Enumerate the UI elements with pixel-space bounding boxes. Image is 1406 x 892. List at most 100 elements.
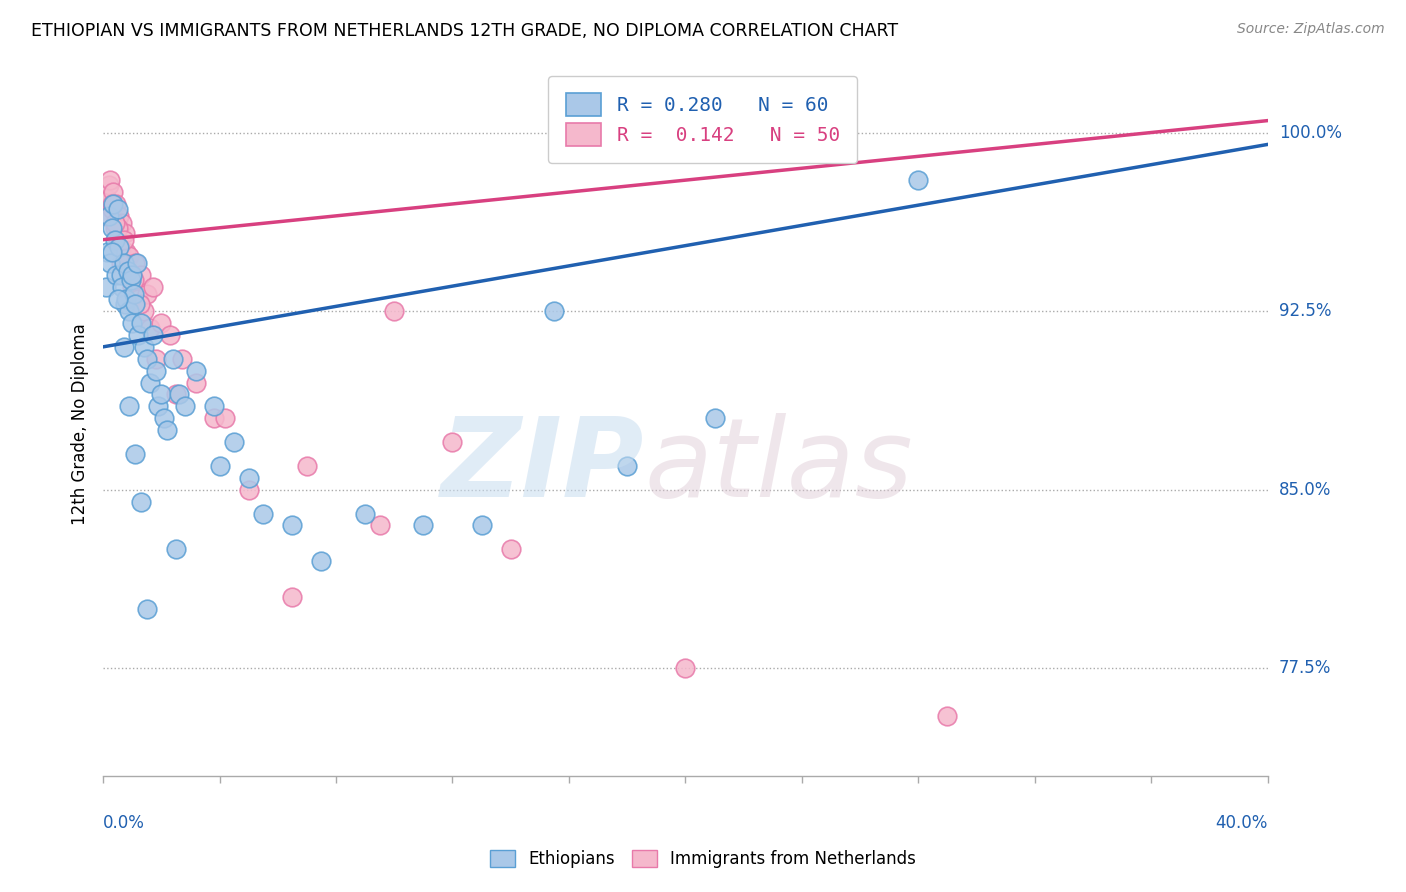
Legend: Ethiopians, Immigrants from Netherlands: Ethiopians, Immigrants from Netherlands xyxy=(484,843,922,875)
Point xyxy=(114,226,136,240)
Point xyxy=(238,483,260,497)
Point xyxy=(110,244,132,259)
Point xyxy=(124,447,146,461)
Point xyxy=(94,280,117,294)
Y-axis label: 12th Grade, No Diploma: 12th Grade, No Diploma xyxy=(72,324,89,525)
Text: 85.0%: 85.0% xyxy=(1279,481,1331,499)
Point xyxy=(101,244,124,259)
Point xyxy=(138,376,160,390)
Point xyxy=(148,400,170,414)
Point xyxy=(135,602,157,616)
Point xyxy=(145,364,167,378)
Point xyxy=(252,507,274,521)
Point xyxy=(124,297,146,311)
Point xyxy=(159,327,181,342)
Point xyxy=(96,244,118,259)
Point xyxy=(128,297,150,311)
Point xyxy=(167,387,190,401)
Point xyxy=(142,280,165,294)
Point xyxy=(150,316,173,330)
Point xyxy=(132,340,155,354)
Point xyxy=(156,423,179,437)
Point xyxy=(186,376,208,390)
Point xyxy=(96,192,118,206)
Point xyxy=(412,518,434,533)
Point xyxy=(104,233,127,247)
Point xyxy=(543,304,565,318)
Point xyxy=(100,256,122,270)
Point xyxy=(214,411,236,425)
Text: 40.0%: 40.0% xyxy=(1215,814,1268,832)
Point xyxy=(673,661,696,675)
Point xyxy=(499,542,522,557)
Point xyxy=(118,400,141,414)
Point xyxy=(103,197,125,211)
Point xyxy=(129,494,152,508)
Point xyxy=(112,340,135,354)
Point xyxy=(616,458,638,473)
Point xyxy=(121,316,143,330)
Point xyxy=(936,709,959,723)
Point xyxy=(135,351,157,366)
Point xyxy=(703,411,725,425)
Point xyxy=(153,411,176,425)
Point xyxy=(97,178,120,192)
Point xyxy=(115,244,138,259)
Point xyxy=(101,197,124,211)
Point xyxy=(173,400,195,414)
Text: 100.0%: 100.0% xyxy=(1279,123,1341,142)
Point xyxy=(138,320,160,334)
Point xyxy=(295,458,318,473)
Point xyxy=(120,273,142,287)
Point xyxy=(107,220,129,235)
Point xyxy=(311,554,333,568)
Point xyxy=(101,202,124,216)
Text: 77.5%: 77.5% xyxy=(1279,659,1331,677)
Point xyxy=(165,387,187,401)
Point xyxy=(122,287,145,301)
Point xyxy=(117,263,139,277)
Point xyxy=(115,292,138,306)
Point xyxy=(108,240,131,254)
Text: Source: ZipAtlas.com: Source: ZipAtlas.com xyxy=(1237,22,1385,37)
Point xyxy=(105,268,128,283)
Point xyxy=(103,185,125,199)
Point xyxy=(117,263,139,277)
Point xyxy=(132,304,155,318)
Point xyxy=(202,411,225,425)
Point xyxy=(104,216,127,230)
Text: 92.5%: 92.5% xyxy=(1279,302,1331,320)
Point xyxy=(186,364,208,378)
Point xyxy=(281,590,304,604)
Point xyxy=(107,233,129,247)
Point xyxy=(142,327,165,342)
Point xyxy=(238,471,260,485)
Text: 0.0%: 0.0% xyxy=(103,814,145,832)
Legend: R = 0.280   N = 60, R =  0.142   N = 50: R = 0.280 N = 60, R = 0.142 N = 50 xyxy=(548,76,858,163)
Point xyxy=(97,209,120,223)
Point xyxy=(170,351,193,366)
Point xyxy=(110,256,132,270)
Point xyxy=(127,327,149,342)
Point xyxy=(208,458,231,473)
Point xyxy=(108,209,131,223)
Point xyxy=(112,233,135,247)
Point xyxy=(354,507,377,521)
Point xyxy=(124,256,146,270)
Point xyxy=(202,400,225,414)
Point xyxy=(382,304,405,318)
Point xyxy=(368,518,391,533)
Point xyxy=(94,209,117,223)
Point xyxy=(112,256,135,270)
Point xyxy=(101,220,124,235)
Point xyxy=(111,216,134,230)
Point xyxy=(129,316,152,330)
Point xyxy=(907,173,929,187)
Point xyxy=(121,268,143,283)
Point xyxy=(471,518,494,533)
Text: atlas: atlas xyxy=(644,413,914,520)
Point xyxy=(281,518,304,533)
Point xyxy=(145,351,167,366)
Point xyxy=(114,297,136,311)
Point xyxy=(129,268,152,283)
